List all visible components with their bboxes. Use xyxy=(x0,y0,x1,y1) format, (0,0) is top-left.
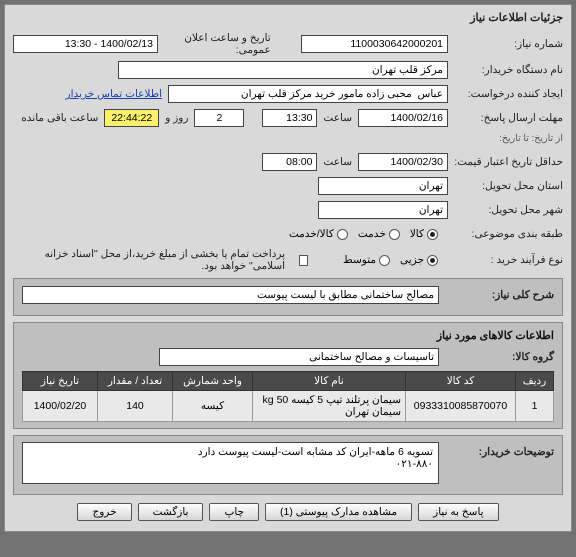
th-date: تاریخ نیاز xyxy=(23,372,98,391)
buyer-label: نام دستگاه خریدار: xyxy=(448,64,563,76)
items-table: ردیف کد کالا نام کالا واحد شمارش تعداد /… xyxy=(22,371,554,422)
subject-opt-goods[interactable]: کالا xyxy=(410,228,438,240)
row-buy-type: نوع فرآیند خرید : جزیی متوسط پرداخت تمام… xyxy=(13,248,563,272)
row-summary: شرح کلی نیاز: xyxy=(22,285,554,305)
cell-code: 0933310085870070 xyxy=(406,391,516,422)
row-city: شهر محل تحویل: xyxy=(13,200,563,220)
row-credit: حداقل تاریخ اعتبار قیمت: ساعت xyxy=(13,152,563,172)
th-name: نام کالا xyxy=(253,372,406,391)
row-buyer: نام دستگاه خریدار: xyxy=(13,60,563,80)
attachments-button[interactable]: مشاهده مدارک پیوستی (1) xyxy=(265,503,412,521)
opt-label: خدمت xyxy=(358,228,386,240)
group-input[interactable] xyxy=(159,348,439,366)
radio-icon xyxy=(427,229,438,240)
credit-date-input[interactable] xyxy=(358,153,448,171)
row-creator: ایجاد کننده درخواست: اطلاعات تماس خریدار xyxy=(13,84,563,104)
panel-title: جزئیات اطلاعات نیاز xyxy=(13,11,563,24)
public-dt-label: تاریخ و ساعت اعلان عمومی: xyxy=(164,32,271,56)
th-qty: تعداد / مقدار xyxy=(98,372,173,391)
days-suffix: روز و xyxy=(165,112,188,124)
exit-button[interactable]: خروج xyxy=(77,503,131,521)
buyer-input[interactable] xyxy=(118,61,448,79)
back-button[interactable]: بازگشت xyxy=(138,503,204,521)
deadline-time-input[interactable] xyxy=(262,109,317,127)
radio-icon xyxy=(379,255,390,266)
hour-label-1: ساعت xyxy=(323,112,352,124)
notes-section: توضیحات خریدار: xyxy=(13,435,563,495)
group-label: گروه کالا: xyxy=(439,351,554,363)
radio-icon xyxy=(427,255,438,266)
row-province: استان محل تحویل: xyxy=(13,176,563,196)
buy-type-label: نوع فرآیند خرید : xyxy=(448,254,563,266)
partial-pay-checkbox[interactable] xyxy=(299,255,308,266)
contact-link[interactable]: اطلاعات تماس خریدار xyxy=(66,88,162,100)
summary-section: شرح کلی نیاز: xyxy=(13,278,563,316)
creator-label: ایجاد کننده درخواست: xyxy=(448,88,563,100)
details-panel: جزئیات اطلاعات نیاز شماره نیاز: تاریخ و … xyxy=(4,4,572,532)
row-deadline: مهلت ارسال پاسخ: ساعت روز و 22:44:22 ساع… xyxy=(13,108,563,128)
notes-label: توضیحات خریدار: xyxy=(439,442,554,458)
city-label: شهر محل تحویل: xyxy=(448,204,563,216)
cell-qty: 140 xyxy=(98,391,173,422)
table-row[interactable]: 1 0933310085870070 سیمان پرتلند تیپ 5 کی… xyxy=(23,391,554,422)
buy-opt-medium[interactable]: متوسط xyxy=(343,254,390,266)
row-need-no: شماره نیاز: تاریخ و ساعت اعلان عمومی: xyxy=(13,32,563,56)
notes-textarea[interactable] xyxy=(22,442,439,484)
table-header-row: ردیف کد کالا نام کالا واحد شمارش تعداد /… xyxy=(23,372,554,391)
deadline-date-input[interactable] xyxy=(358,109,448,127)
creator-input[interactable] xyxy=(168,85,448,103)
province-label: استان محل تحویل: xyxy=(448,180,563,192)
th-row: ردیف xyxy=(516,372,554,391)
row-from-to: از تاریخ: تا تاریخ: xyxy=(13,128,563,148)
countdown-box: 22:44:22 xyxy=(104,109,159,127)
th-unit: واحد شمارش xyxy=(173,372,253,391)
radio-icon xyxy=(337,229,348,240)
credit-time-input[interactable] xyxy=(262,153,317,171)
days-input[interactable] xyxy=(194,109,244,127)
deadline-label: مهلت ارسال پاسخ: xyxy=(448,112,563,124)
city-input[interactable] xyxy=(318,201,448,219)
row-subject-group: طبقه بندی موضوعی: کالا خدمت کالا/خدمت xyxy=(13,224,563,244)
subject-opt-both[interactable]: کالا/خدمت xyxy=(289,228,348,240)
hour-label-2: ساعت xyxy=(323,156,352,168)
th-code: کد کالا xyxy=(406,372,516,391)
public-dt-input[interactable] xyxy=(13,35,158,53)
opt-label: کالا/خدمت xyxy=(289,228,334,240)
subject-opt-service[interactable]: خدمت xyxy=(358,228,400,240)
need-no-label: شماره نیاز: xyxy=(448,38,563,50)
summary-label: شرح کلی نیاز: xyxy=(439,289,554,301)
from-to-label: از تاریخ: تا تاریخ: xyxy=(448,133,563,144)
row-notes: توضیحات خریدار: xyxy=(22,442,554,484)
print-button[interactable]: چاپ xyxy=(209,503,259,521)
province-input[interactable] xyxy=(318,177,448,195)
opt-label: جزیی xyxy=(400,254,424,266)
subject-group-label: طبقه بندی موضوعی: xyxy=(448,228,563,240)
opt-label: کالا xyxy=(410,228,424,240)
cell-unit: کیسه xyxy=(173,391,253,422)
remaining-label: ساعت باقی مانده xyxy=(21,112,98,124)
row-group: گروه کالا: xyxy=(22,347,554,367)
cell-name: سیمان پرتلند تیپ 5 کیسه 50 kg سیمان تهرا… xyxy=(253,391,406,422)
cell-row: 1 xyxy=(516,391,554,422)
cell-date: 1400/02/20 xyxy=(23,391,98,422)
reply-button[interactable]: پاسخ به نیاز xyxy=(418,503,498,521)
items-section: اطلاعات کالاهای مورد نیاز گروه کالا: ردی… xyxy=(13,322,563,429)
summary-input[interactable] xyxy=(22,286,439,304)
radio-icon xyxy=(389,229,400,240)
buy-opt-minor[interactable]: جزیی xyxy=(400,254,438,266)
need-no-input[interactable] xyxy=(301,35,448,53)
button-row: پاسخ به نیاز مشاهده مدارک پیوستی (1) چاپ… xyxy=(13,495,563,523)
partial-pay-label: پرداخت تمام یا بخشی از مبلغ خرید،از محل … xyxy=(19,248,285,272)
items-section-title: اطلاعات کالاهای مورد نیاز xyxy=(22,329,554,342)
credit-label: حداقل تاریخ اعتبار قیمت: xyxy=(448,156,563,168)
opt-label: متوسط xyxy=(343,254,376,266)
